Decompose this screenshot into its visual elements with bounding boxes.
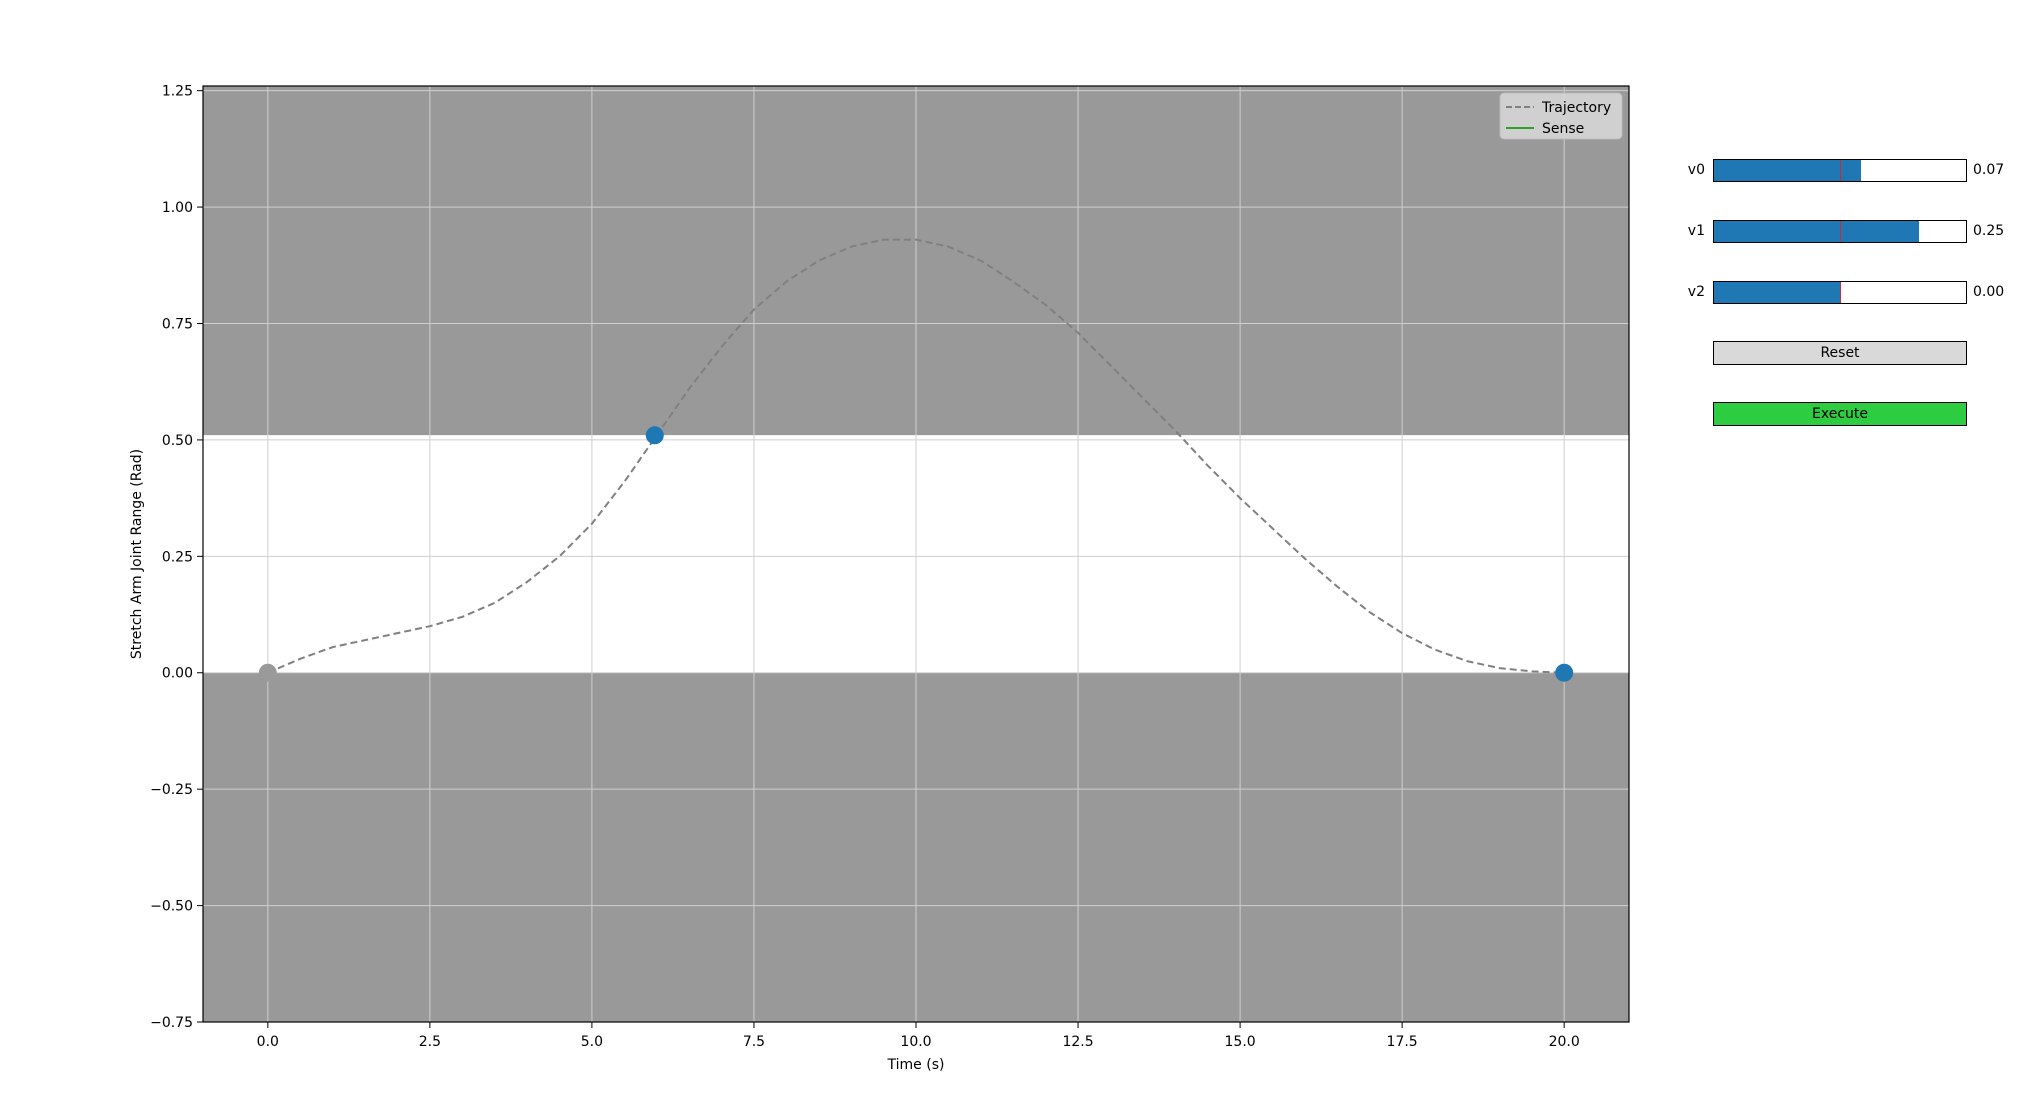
- y-tick-label: 0.00: [162, 666, 193, 682]
- execute-button[interactable]: Execute: [1713, 402, 1967, 426]
- slider-v2-label: v2: [1687, 284, 1705, 300]
- y-tick-label: 0.75: [162, 316, 193, 332]
- x-tick-label: 15.0: [1225, 1034, 1256, 1050]
- reset-button[interactable]: Reset: [1713, 341, 1967, 365]
- slider-v0-track[interactable]: [1713, 159, 1967, 182]
- legend-label: Trajectory: [1541, 100, 1611, 116]
- slider-v0[interactable]: v0 0.07: [1665, 158, 2015, 184]
- slider-v1-initial-marker: [1840, 221, 1841, 242]
- slider-v1-value: 0.25: [1973, 223, 2005, 239]
- slider-v1[interactable]: v1 0.25: [1665, 219, 2015, 245]
- x-tick-label: 7.5: [743, 1034, 765, 1050]
- plot-axes: 0.0 2.5 5.0 7.5 10.0 12.5 15.0 17.5 20.0 −0.75 −0.…: [129, 84, 1630, 1073]
- legend-label: Sense: [1542, 121, 1584, 137]
- slider-v2-initial-marker: [1840, 282, 1841, 303]
- y-tick-label: −0.25: [150, 782, 193, 798]
- x-tick-label: 5.0: [581, 1034, 603, 1050]
- slider-v1-fill: [1714, 221, 1920, 242]
- y-tick-label: 1.00: [162, 200, 193, 216]
- y-tick-label: 0.25: [162, 549, 193, 565]
- y-axis-label: Stretch Arm Joint Range (Rad): [129, 449, 145, 659]
- control-point[interactable]: [1555, 663, 1574, 682]
- slider-v2-fill: [1714, 282, 1840, 303]
- slider-v2[interactable]: v2 0.00: [1665, 280, 2015, 306]
- x-axis-label: Time (s): [887, 1057, 945, 1073]
- x-tick-label: 2.5: [419, 1034, 441, 1050]
- x-tick-label: 17.5: [1387, 1034, 1418, 1050]
- y-tick-label: 1.25: [162, 84, 193, 100]
- slider-v0-fill: [1714, 160, 1862, 181]
- x-tick-label: 0.0: [257, 1034, 279, 1050]
- control-point[interactable]: [258, 663, 277, 682]
- slider-v2-value: 0.00: [1973, 284, 2005, 300]
- y-tick-label: −0.50: [150, 899, 193, 915]
- slider-v0-value: 0.07: [1973, 162, 2005, 178]
- y-tick-label: 0.50: [162, 433, 193, 449]
- slider-v1-track[interactable]: [1713, 220, 1967, 243]
- slider-v1-label: v1: [1687, 223, 1705, 239]
- y-tick-label: −0.75: [150, 1015, 193, 1031]
- x-tick-label: 20.0: [1549, 1034, 1580, 1050]
- x-tick-label: 10.0: [900, 1034, 931, 1050]
- control-point[interactable]: [645, 426, 664, 445]
- trajectory-line: [267, 238, 1565, 674]
- slider-v0-label: v0: [1687, 162, 1705, 178]
- slider-v0-initial-marker: [1840, 160, 1841, 181]
- x-tick-label: 12.5: [1062, 1034, 1093, 1050]
- slider-v2-track[interactable]: [1713, 281, 1967, 304]
